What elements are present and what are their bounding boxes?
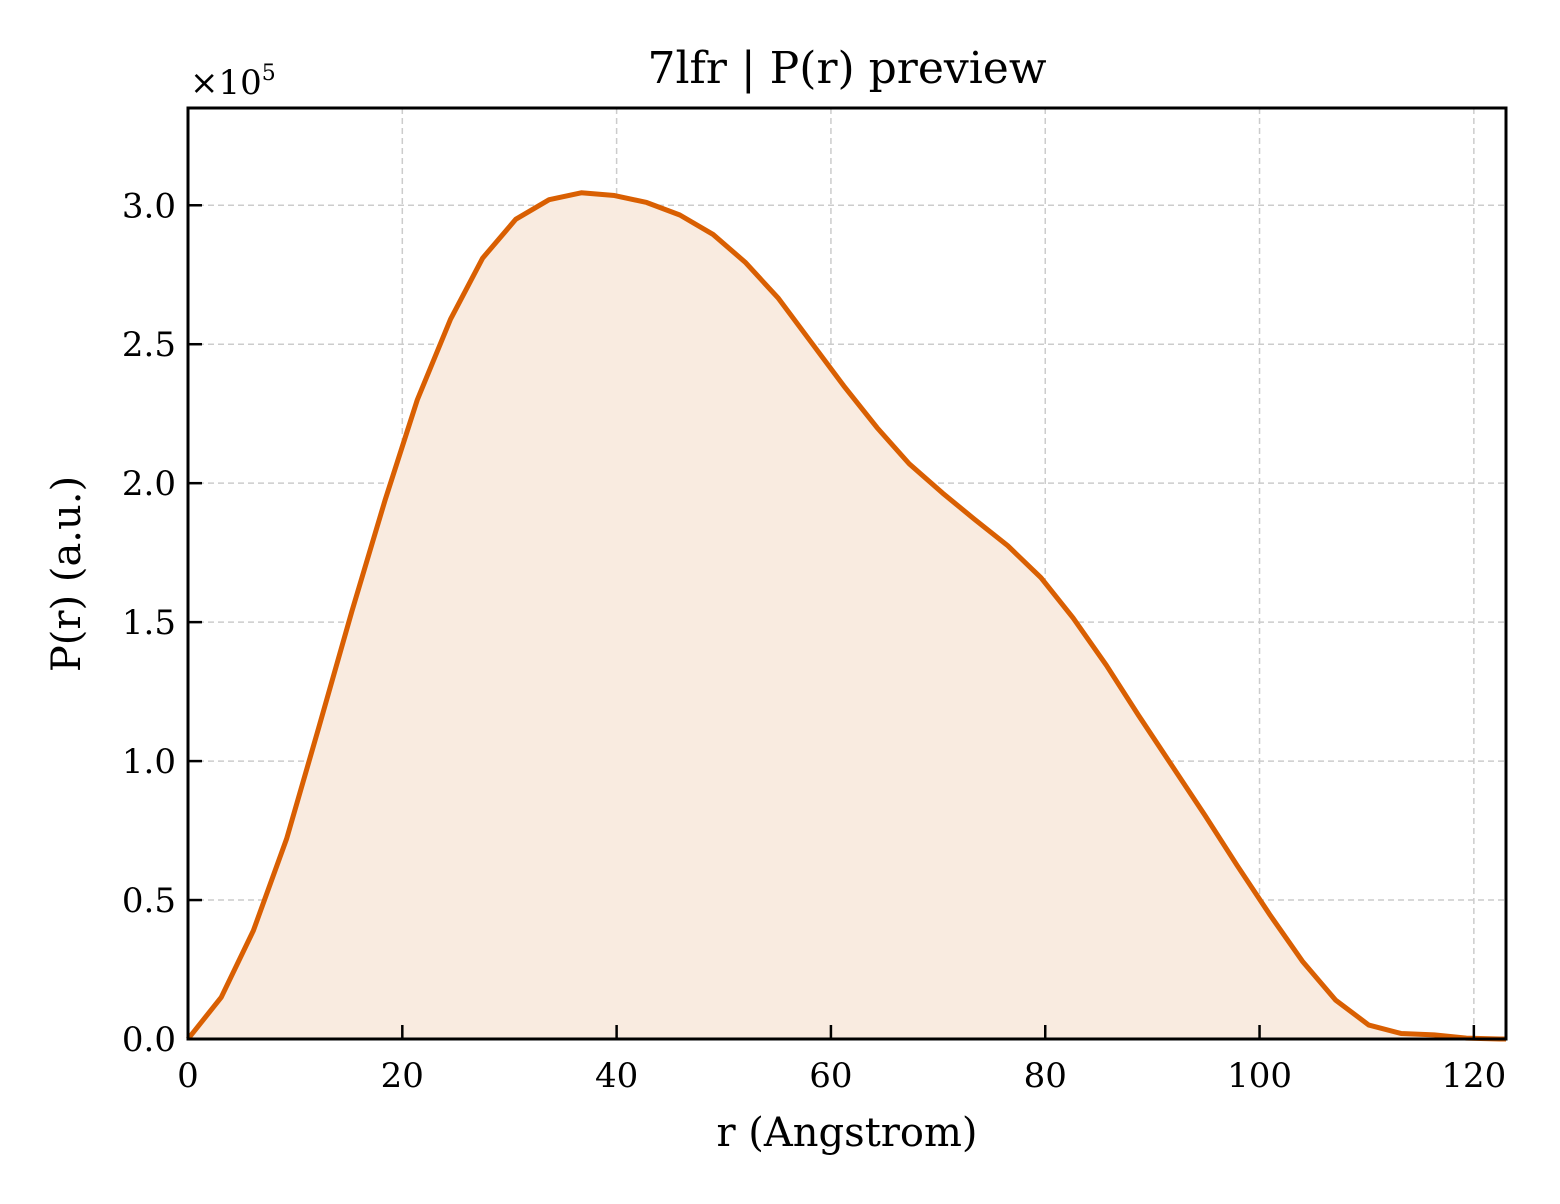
y-tick-label: 1.0 [122,742,176,782]
y-tick-label: 2.5 [122,325,176,365]
x-tick-label: 60 [809,1056,852,1096]
y-tick-label: 0.0 [122,1020,176,1060]
x-tick-label: 20 [381,1056,424,1096]
y-axis-multiplier-base: ×10 [190,63,262,103]
pr-area-fill [188,193,1506,1039]
x-tick-label: 80 [1024,1056,1067,1096]
y-axis-multiplier: ×105 [190,61,276,103]
x-tick-label: 120 [1441,1056,1506,1096]
y-tick-label: 0.5 [122,881,176,921]
x-tick-label: 100 [1227,1056,1292,1096]
y-tick-label: 3.0 [122,186,176,226]
x-tick-label: 40 [595,1056,638,1096]
y-tick-label: 2.0 [122,464,176,504]
series-layer [188,193,1506,1039]
y-axis-title: P(r) (a.u.) [44,476,90,672]
y-tick-label: 1.5 [122,603,176,643]
x-tick-label: 0 [177,1056,199,1096]
y-axis-multiplier-exponent: 5 [262,61,276,86]
x-axis-title: r (Angstrom) [716,1110,977,1156]
chart-title: 7lfr | P(r) preview [647,43,1046,94]
